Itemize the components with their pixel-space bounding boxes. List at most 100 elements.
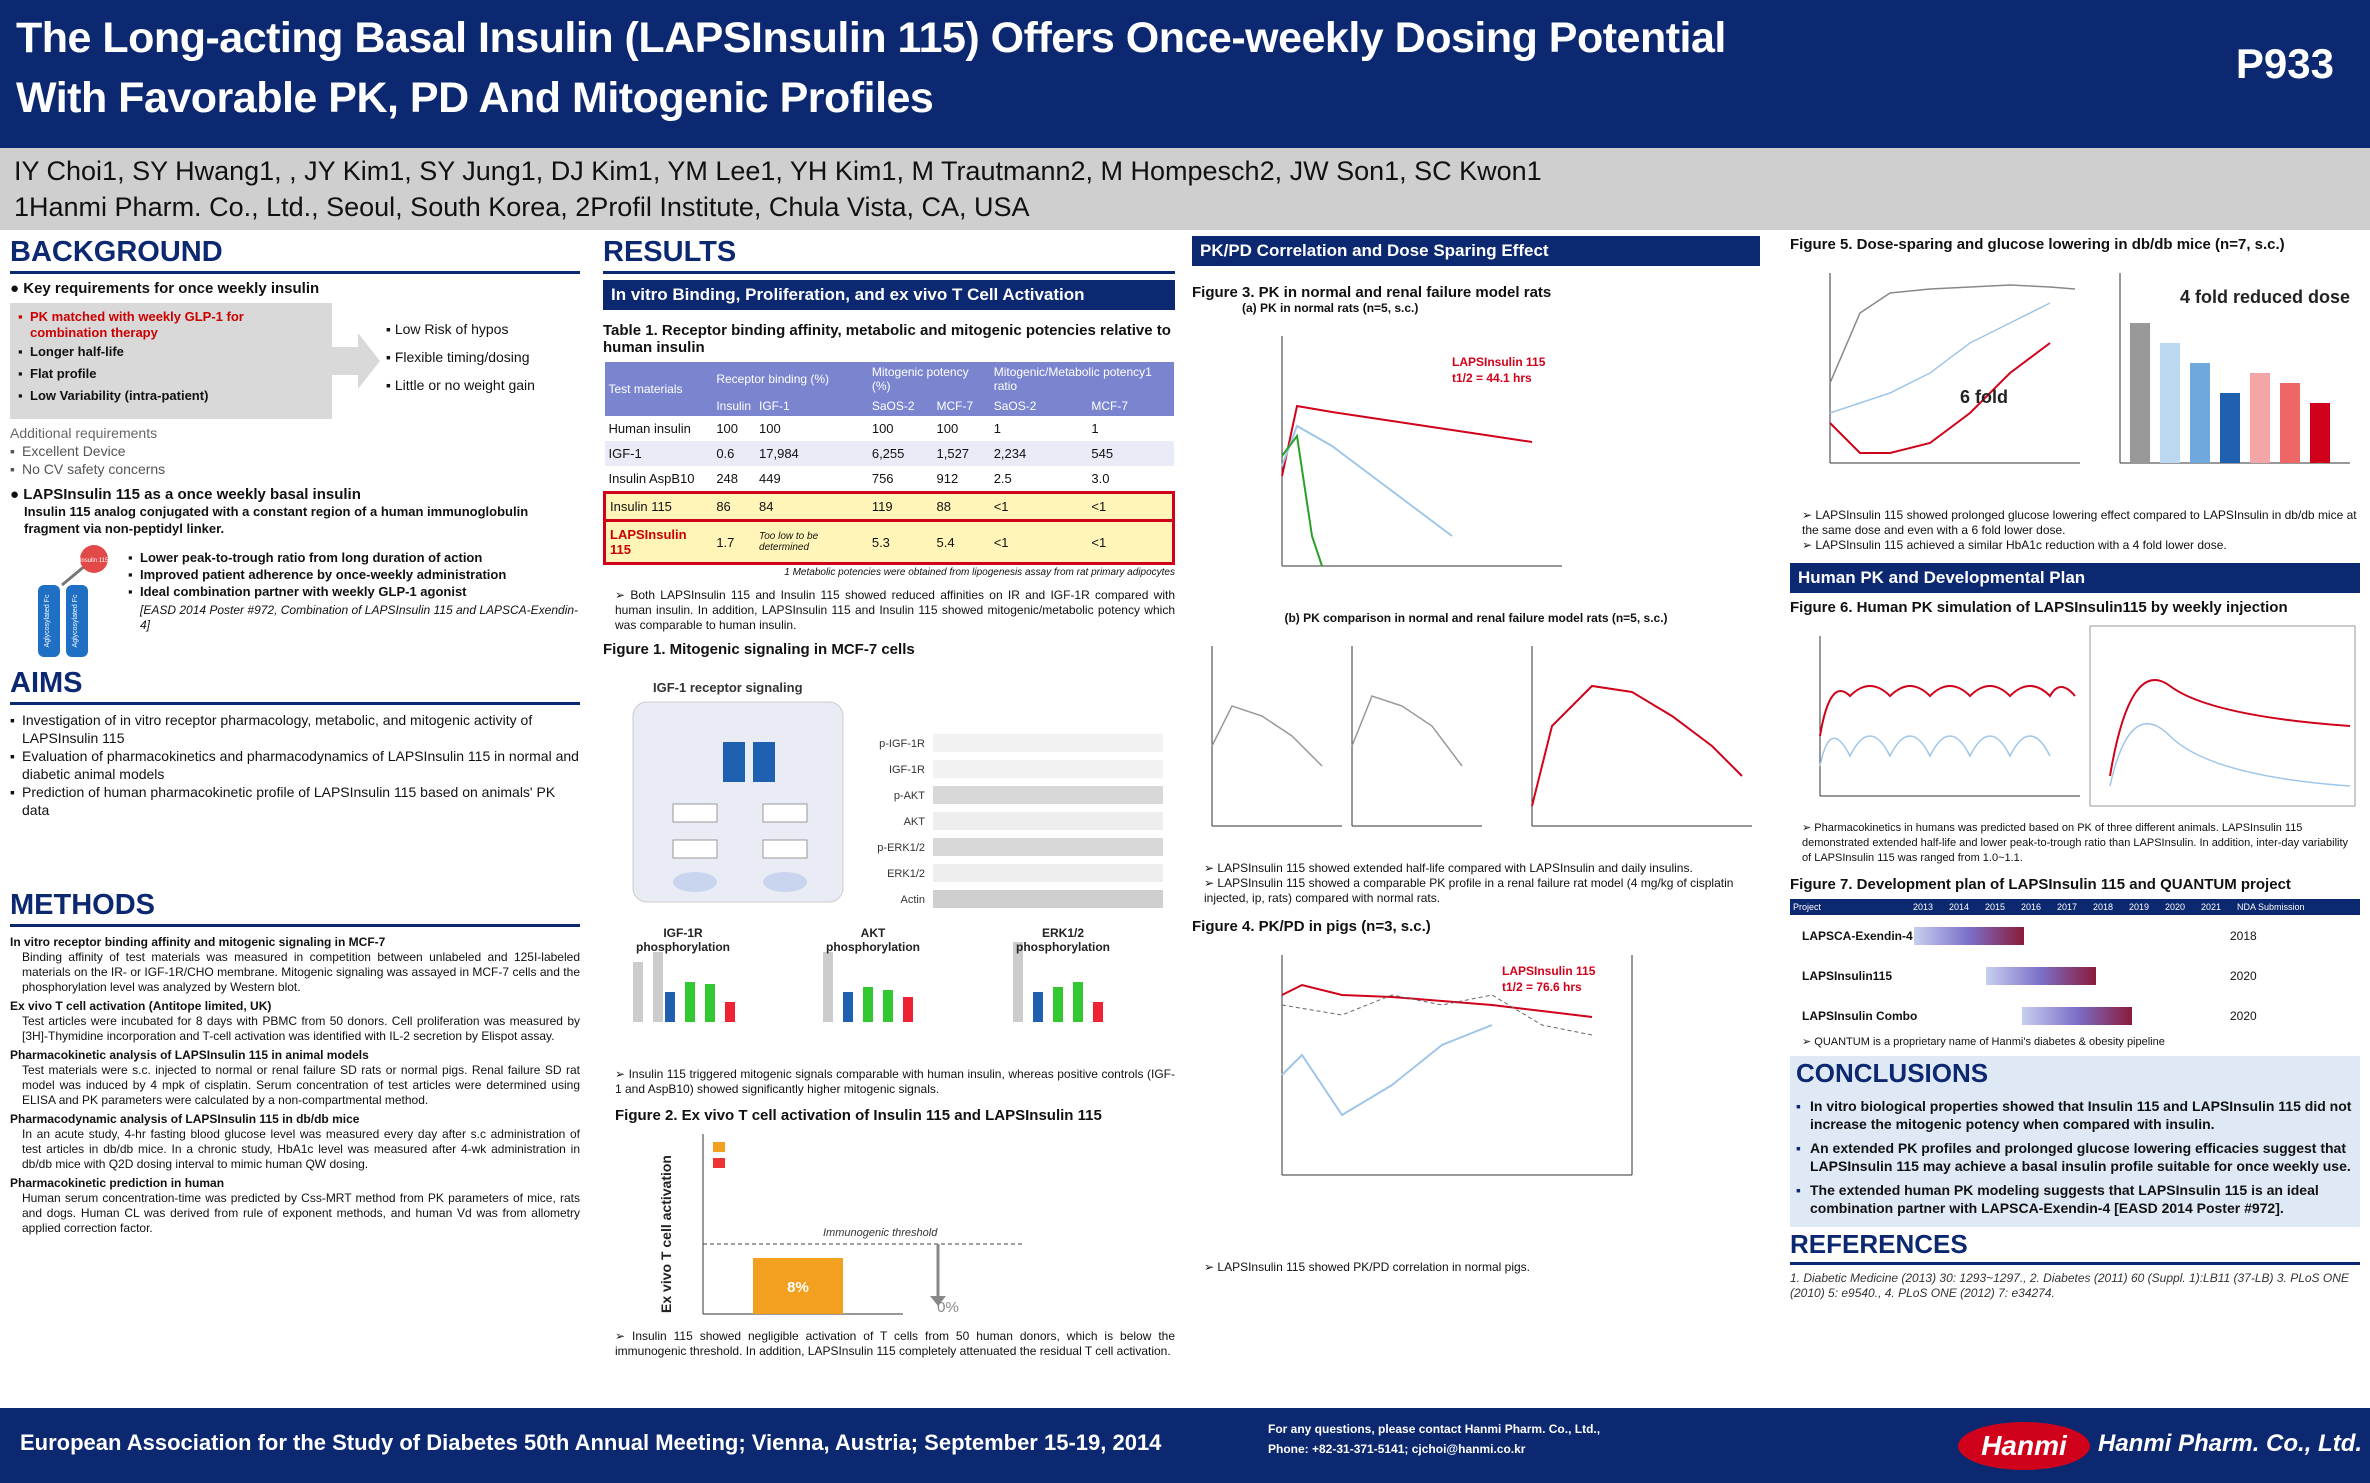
human-pk-subheading: Human PK and Developmental Plan (1790, 563, 2360, 593)
figure7-timeline: LAPSCA-Exendin-4 2018 LAPSInsulin115 202… (1790, 915, 2360, 1035)
timeline-bar (1986, 967, 2096, 985)
svg-text:4 fold reduced dose: 4 fold reduced dose (2180, 287, 2350, 307)
contact-line1: For any questions, please contact Hanmi … (1268, 1422, 1601, 1436)
figure3b-charts (1211, 646, 1752, 827)
conclusion-item: The extended human PK modeling suggests … (1796, 1181, 2354, 1217)
timeline-bar (2022, 1007, 2132, 1025)
svg-text:Actin: Actin (901, 894, 925, 906)
table-row: LAPSInsulin 115 1.7 Too low to be determin… (604, 520, 1174, 564)
methods-list: In vitro receptor binding affinity and m… (10, 935, 580, 1236)
figure7-timeline-header: Project 2013 2014 2015 2016 2017 2018 2019 2020 2… (1790, 899, 2360, 915)
conclusions-heading: CONCLUSIONS (1796, 1058, 1989, 1088)
laps-title: ● LAPSInsulin 115 as a once weekly basal… (10, 486, 361, 503)
figure5-summary2: ➢ LAPSInsulin 115 achieved a similar HbA… (1802, 538, 2227, 552)
authors-bar: IY Choi1, SY Hwang1, , JY Kim1, SY Jung1… (0, 148, 2370, 230)
figure3-summary1: ➢ LAPSInsulin 115 showed extended half-l… (1204, 861, 1693, 875)
req-item: PK matched with weekly GLP-1 for combina… (18, 309, 324, 341)
svg-text:p-IGF-1R: p-IGF-1R (879, 738, 925, 750)
svg-text:phosphorylation: phosphorylation (636, 940, 730, 954)
references-heading: REFERENCES (1790, 1229, 2360, 1265)
table-note: 1 Metabolic potencies were obtained from… (784, 567, 1175, 578)
poster-id: P933 (2235, 40, 2334, 87)
additional-title: Additional requirements (10, 425, 158, 441)
insulin115-bar (753, 1258, 843, 1314)
svg-text:IGF-1 receptor signaling: IGF-1 receptor signaling (653, 680, 803, 695)
poster-title-line2: With Favorable PK, PD And Mitogenic Prof… (16, 74, 934, 122)
background-heading: BACKGROUND (10, 236, 580, 274)
figure2-summary: ➢ Insulin 115 showed negligible activati… (615, 1329, 1175, 1358)
figure1-summary: ➢ Insulin 115 triggered mitogenic signal… (615, 1067, 1175, 1096)
references-text: 1. Diabetic Medicine (2013) 30: 1293~129… (1790, 1271, 2349, 1300)
svg-text:ERK1/2: ERK1/2 (887, 868, 925, 880)
figure3a-label: (a) PK in normal rats (n=5, s.c.) (1242, 301, 1419, 315)
phospho-bar-charts (633, 942, 1103, 1022)
hanmi-logo: Hanmi (1958, 1422, 2090, 1470)
table1: Test materials Receptor binding (%) Mitoge… (603, 362, 1175, 565)
table-header: Receptor binding (%) (712, 362, 868, 396)
laps-description: Insulin 115 analog conjugated with a con… (24, 504, 529, 536)
timeline-year: 2020 (2230, 1009, 2257, 1023)
req-item: Low Variability (intra-patient) (18, 387, 324, 405)
right-column: Figure 5. Dose-sparing and glucose lower… (1790, 236, 2360, 1404)
table-summary: ➢ Both LAPSInsulin 115 and Insulin 115 s… (615, 588, 1175, 632)
figure4-caption: Figure 4. PK/PD in pigs (n=3, s.c.) (1192, 918, 1431, 935)
svg-text:t1/2 = 44.1 hrs: t1/2 = 44.1 hrs (1452, 371, 1532, 385)
left-column: BACKGROUND ● Key requirements for once w… (10, 236, 580, 1404)
figure5-summary1: ➢ LAPSInsulin 115 showed prolonged gluco… (1802, 508, 2357, 537)
benefit-item: ▪ Little or no weight gain (386, 377, 535, 393)
svg-text:LAPSInsulin 115: LAPSInsulin 115 (1502, 964, 1596, 978)
aims-heading: AIMS (10, 667, 580, 705)
figure3-summary2: ➢ LAPSInsulin 115 showed a comparable PK… (1204, 876, 1734, 905)
figure1-caption: Figure 1. Mitogenic signaling in MCF-7 c… (603, 641, 915, 658)
authors-affiliations: 1Hanmi Pharm. Co., Ltd., Seoul, South Ko… (14, 192, 1030, 222)
svg-text:Ex vivo T cell activation: Ex vivo T cell activation (658, 1155, 674, 1313)
laps-insulin-line (1281, 424, 1453, 537)
figure6-summary: ➢ Pharmacokinetics in humans was predict… (1802, 822, 2349, 864)
figure4-summary: ➢ LAPSInsulin 115 showed PK/PD correlati… (1204, 1260, 1530, 1274)
svg-text:8%: 8% (787, 1279, 809, 1296)
poster-header: The Long-acting Basal Insulin (LAPSInsul… (0, 0, 2370, 148)
figure5-charts: 4 fold reduced dose 6 fold (1829, 273, 2350, 464)
svg-text:6 fold: 6 fold (1960, 387, 2008, 407)
svg-text:LAPSInsulin 115: LAPSInsulin 115 (1452, 355, 1546, 369)
svg-text:t1/2 = 76.6 hrs: t1/2 = 76.6 hrs (1502, 980, 1582, 994)
aims-item: Evaluation of pharmacokinetics and pharm… (10, 747, 580, 783)
svg-text:ERK1/2: ERK1/2 (1042, 926, 1084, 940)
results-column: RESULTS In vitro Binding, Proliferation,… (603, 236, 1175, 1404)
benefits-list: ▪ Low Risk of hypos ▪ Flexible timing/do… (386, 321, 535, 394)
method-item: Pharmacodynamic analysis of LAPSInsulin … (10, 1112, 580, 1171)
table-header: Mitogenic/Metabolic potency1 ratio (989, 362, 1174, 396)
poster-footer: European Association for the Study of Di… (0, 1408, 2370, 1483)
additional-item: No CV safety concerns (10, 460, 580, 478)
svg-text:p-AKT: p-AKT (894, 790, 925, 802)
table-row: Insulin AspB10 248 449 756 912 2.5 3.0 (608, 471, 1110, 486)
pkpd-column: PK/PD Correlation and Dose Sparing Effec… (1192, 236, 1760, 1404)
figure2-caption: Figure 2. Ex vivo T cell activation of I… (615, 1107, 1102, 1124)
authors-names: IY Choi1, SY Hwang1, , JY Kim1, SY Jung1… (14, 156, 1542, 186)
ideg-line (1281, 433, 1323, 567)
aims-item: Investigation of in vitro receptor pharm… (10, 711, 580, 747)
svg-text:p-ERK1/2: p-ERK1/2 (877, 842, 925, 854)
figure3-caption: Figure 3. PK in normal and renal failure… (1192, 284, 1552, 301)
benefit-item: ▪ Low Risk of hypos (386, 321, 509, 337)
arrow-right-icon (332, 333, 380, 389)
results-heading: RESULTS (603, 236, 1175, 274)
timeline-project: LAPSInsulin Combo (1802, 1009, 1918, 1023)
table1-caption: Table 1. Receptor binding affinity, meta… (603, 322, 1171, 356)
table-header: Test materials (604, 362, 713, 416)
timeline-project: LAPSCA-Exendin-4 (1802, 929, 1913, 943)
molecule-label-insulin: Insulin 115 (80, 558, 109, 564)
timeline-project: LAPSInsulin115 (1802, 969, 1893, 983)
results-subheading: In vitro Binding, Proliferation, and ex … (603, 280, 1175, 310)
svg-text:phosphorylation: phosphorylation (826, 940, 920, 954)
poster-title-line1: The Long-acting Basal Insulin (LAPSInsul… (16, 14, 1726, 62)
table-header: Mitogenic potency (%) (867, 362, 990, 396)
svg-text:AKT: AKT (861, 926, 886, 940)
conclusion-item: An extended PK profiles and prolonged gl… (1796, 1139, 2354, 1175)
methods-heading: METHODS (10, 889, 580, 927)
laps-molecule-diagram: Insulin 115 Aglycosylated Fc Aglycosylat… (38, 545, 109, 657)
svg-text:Immunogenic threshold: Immunogenic threshold (823, 1227, 938, 1239)
aims-item: Prediction of human pharmacokinetic prof… (10, 783, 580, 819)
method-item: In vitro receptor binding affinity and m… (10, 935, 580, 994)
laps-reference: [EASD 2014 Poster #972, Combination of L… (140, 603, 579, 632)
